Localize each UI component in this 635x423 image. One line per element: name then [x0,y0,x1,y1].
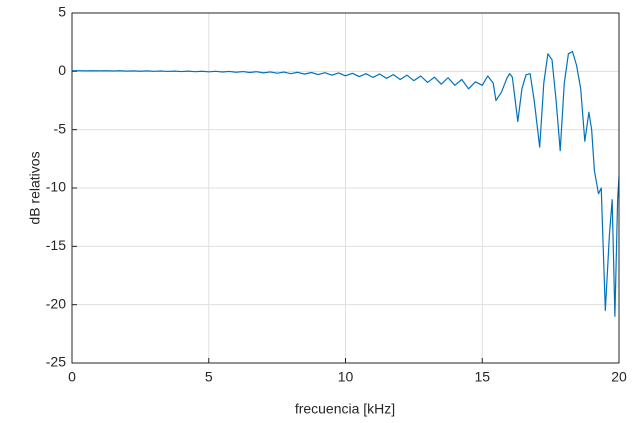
line [72,50,620,317]
y-tick-label: -15 [46,237,66,253]
axes-box [71,12,620,364]
y-axis-label: dB relativos [27,151,43,224]
y-tick-label: -5 [54,120,67,136]
y-tick-label: -20 [46,295,66,311]
x-tick-label: 0 [68,369,76,385]
x-tick-label: 5 [205,369,213,385]
y-tick-label: -25 [46,354,66,370]
x-tick-label: 20 [611,369,627,385]
y-tick-label: 5 [58,4,66,20]
x-tick-label: 10 [338,369,354,385]
y-tick-label: -10 [46,179,66,195]
y-tick-label: 0 [58,62,66,78]
x-axis-label: frecuencia [kHz] [295,401,395,417]
x-tick-label: 15 [474,369,490,385]
